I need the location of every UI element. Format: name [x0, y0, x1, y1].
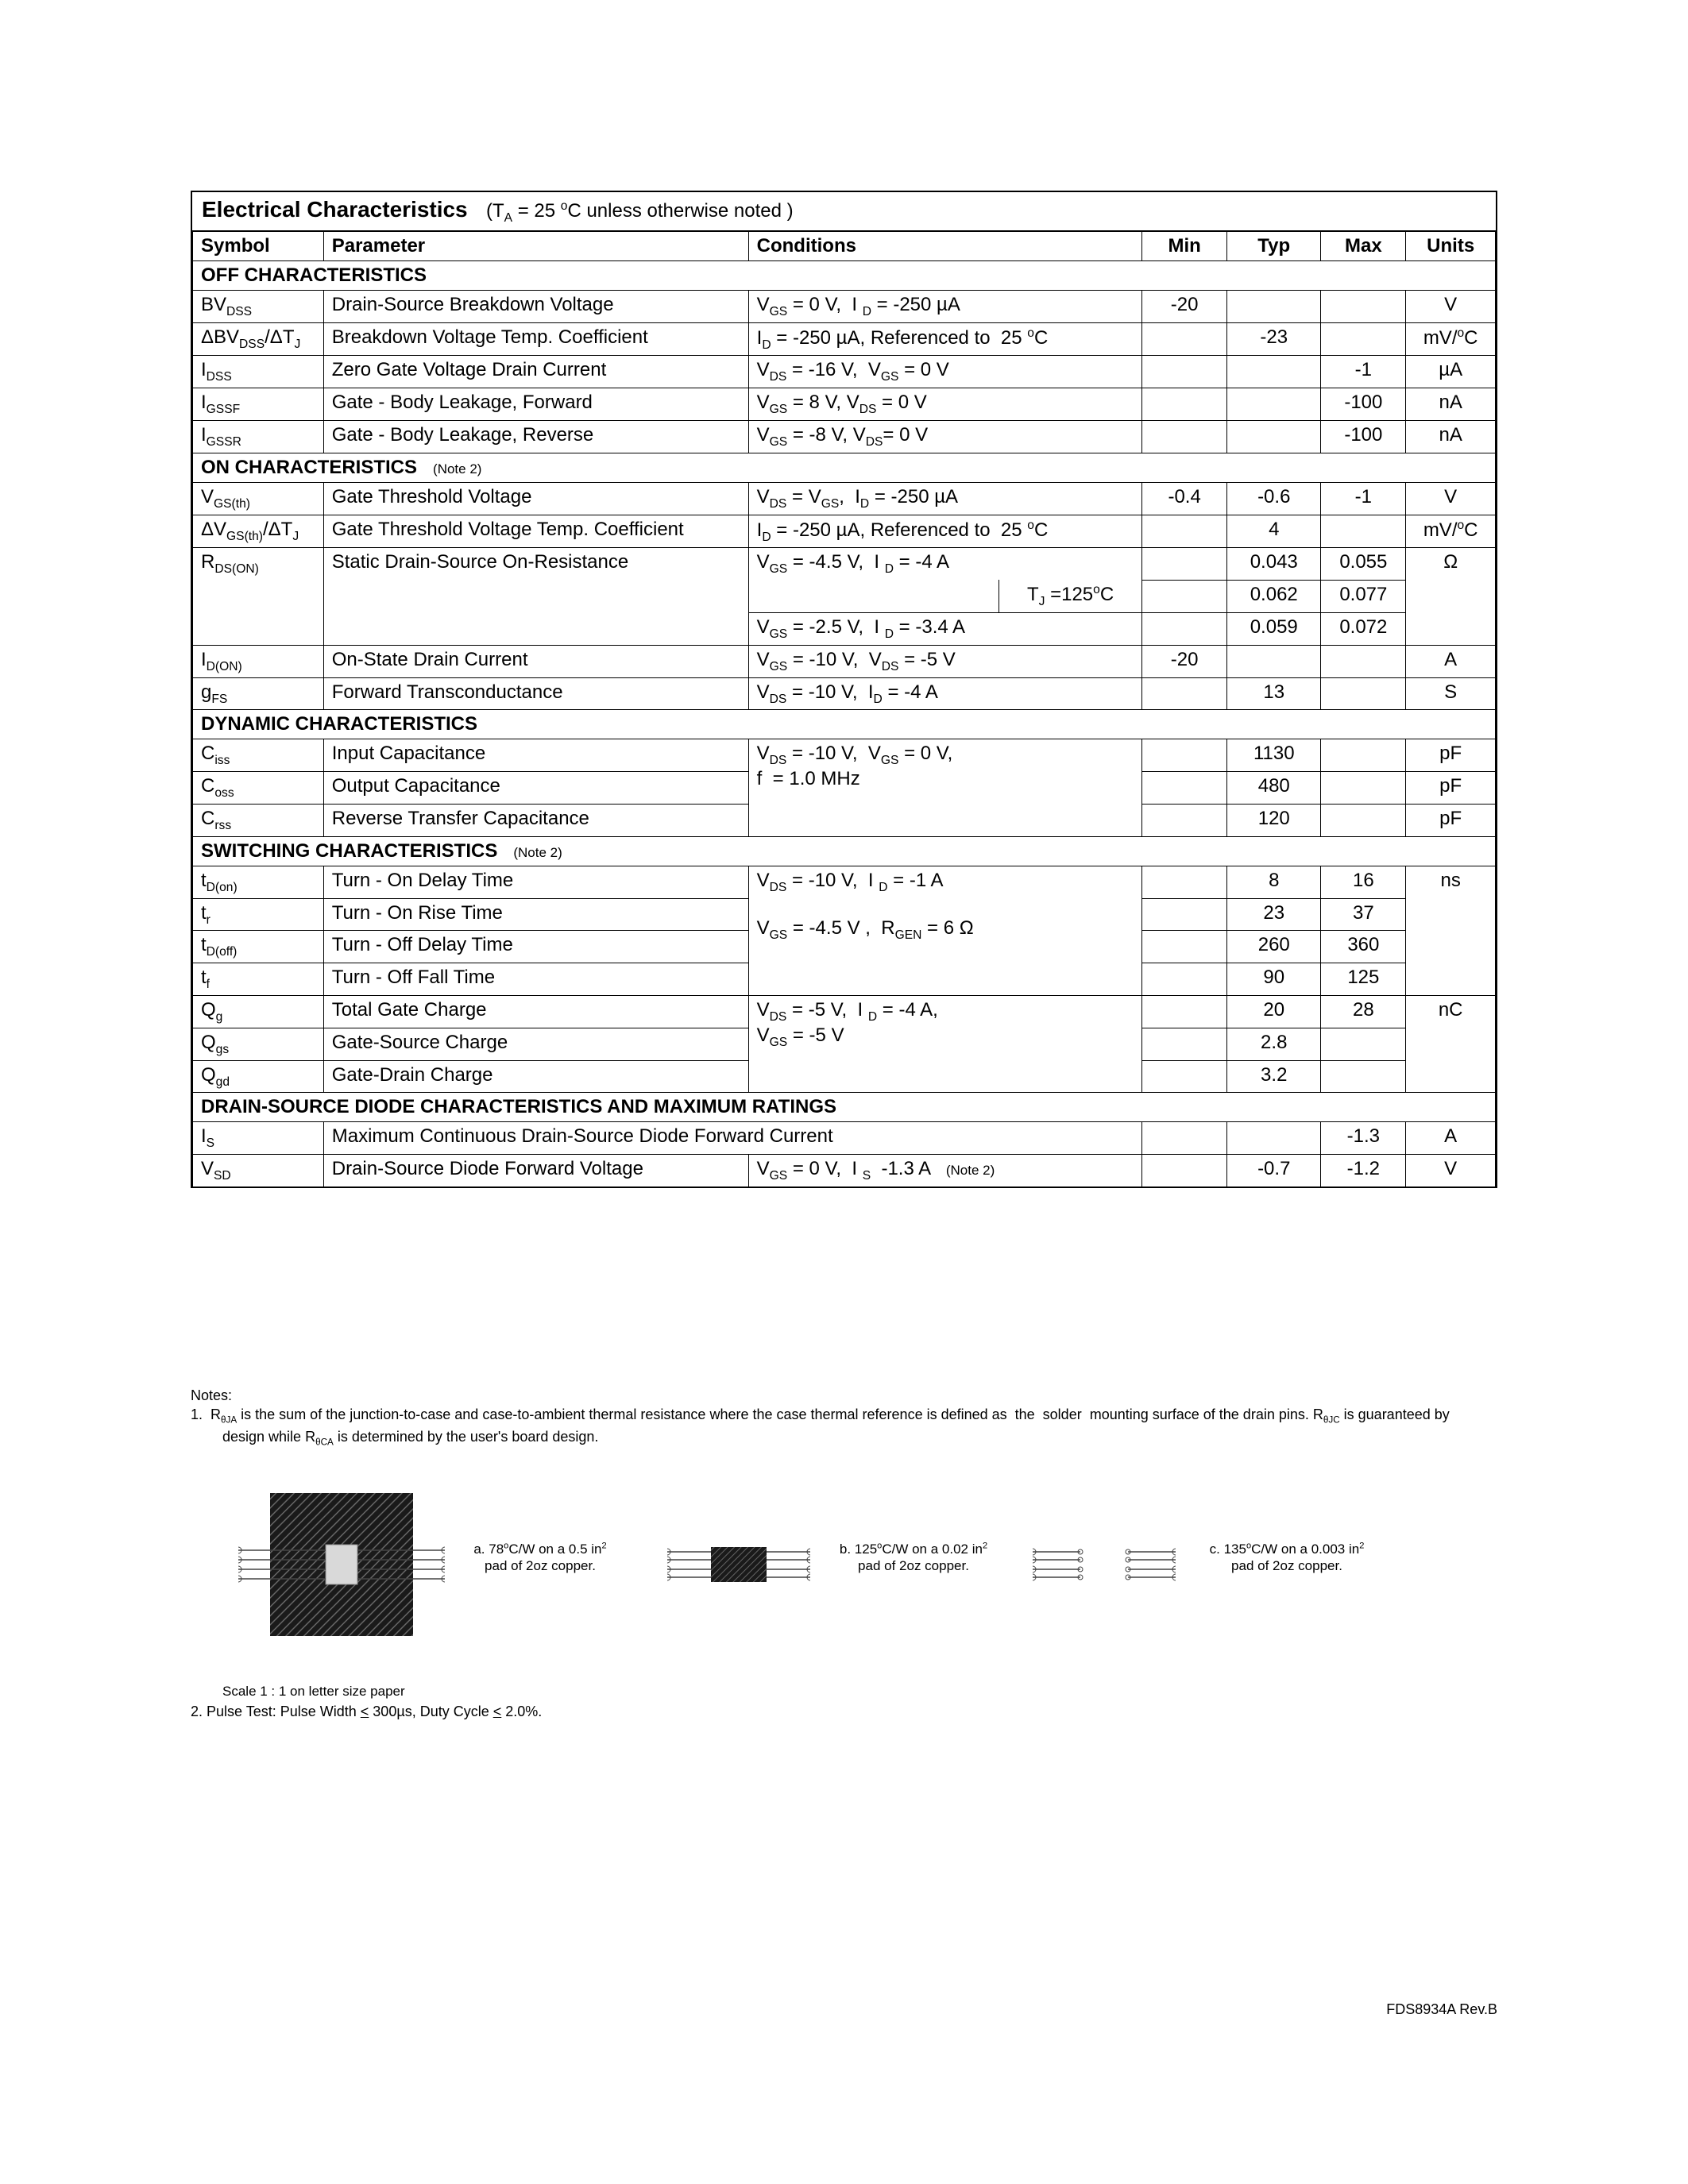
page-title-row: Electrical Characteristics (TA = 25 oC u…: [192, 192, 1496, 232]
title-condition: (TA = 25 oC unless otherwise noted ): [486, 200, 794, 222]
note-1-line1: 1. RθJA is the sum of the junction-to-ca…: [191, 1405, 1497, 1426]
spec-table: Symbol Parameter Conditions Min Typ Max …: [192, 232, 1496, 1187]
section-diode: DRAIN-SOURCE DIODE CHARACTERISTICS AND M…: [193, 1093, 1496, 1122]
section-off: OFF CHARACTERISTICS: [193, 260, 1496, 290]
scale-note: Scale 1 : 1 on letter size paper: [222, 1684, 405, 1700]
row-igssf: IGSSF Gate - Body Leakage, Forward VGS =…: [193, 388, 1496, 421]
thermal-diagrams: a. 78oC/W on a 0.5 in2pad of 2oz copper.: [207, 1485, 1493, 1684]
note-1-line2: design while RθCA is determined by the u…: [191, 1427, 1497, 1449]
row-vgsth: VGS(th) Gate Threshold Voltage VDS = VGS…: [193, 482, 1496, 515]
hdr-conditions: Conditions: [748, 232, 1141, 261]
diagram-a: [238, 1485, 445, 1644]
section-dynamic: DYNAMIC CHARACTERISTICS: [193, 710, 1496, 739]
notes-block: Notes: 1. RθJA is the sum of the junctio…: [191, 1386, 1497, 1449]
diagram-b: [667, 1533, 810, 1596]
hdr-parameter: Parameter: [323, 232, 748, 261]
chip-b-icon: [667, 1533, 810, 1596]
section-switching: SWITCHING CHARACTERISTICS (Note 2): [193, 836, 1496, 866]
section-on: ON CHARACTERISTICS (Note 2): [193, 453, 1496, 482]
chip-c-icon: [1033, 1533, 1176, 1596]
diagram-a-caption: a. 78oC/W on a 0.5 in2pad of 2oz copper.: [461, 1541, 620, 1575]
diagram-b-caption: b. 125oC/W on a 0.02 in2pad of 2oz coppe…: [826, 1541, 1001, 1575]
row-idon: ID(ON) On-State Drain Current VGS = -10 …: [193, 645, 1496, 677]
diagram-c-caption: c. 135oC/W on a 0.003 in2pad of 2oz copp…: [1192, 1541, 1382, 1575]
row-rdson-1: RDS(ON) Static Drain-Source On-Resistanc…: [193, 548, 1496, 580]
header-row: Symbol Parameter Conditions Min Typ Max …: [193, 232, 1496, 261]
chip-a-icon: [238, 1485, 445, 1644]
row-vsd: VSD Drain-Source Diode Forward Voltage V…: [193, 1155, 1496, 1187]
row-dvgsth: ΔVGS(th)/ΔTJ Gate Threshold Voltage Temp…: [193, 515, 1496, 548]
note-2: 2. Pulse Test: Pulse Width < 300µs, Duty…: [191, 1704, 542, 1720]
hdr-symbol: Symbol: [193, 232, 324, 261]
footer-rev: FDS8934A Rev.B: [1386, 2001, 1497, 2018]
row-dbvdss: ΔBVDSS/ΔTJ Breakdown Voltage Temp. Coeff…: [193, 322, 1496, 356]
datasheet-page: Electrical Characteristics (TA = 25 oC u…: [191, 191, 1497, 1188]
page-title: Electrical Characteristics: [202, 197, 468, 222]
notes-label: Notes:: [191, 1386, 1497, 1405]
row-tdon: tD(on) Turn - On Delay Time VDS = -10 V,…: [193, 866, 1496, 898]
row-is: IS Maximum Continuous Drain-Source Diode…: [193, 1122, 1496, 1155]
row-ciss: Ciss Input Capacitance VDS = -10 V, VGS …: [193, 739, 1496, 772]
hdr-units: Units: [1406, 232, 1496, 261]
row-igssr: IGSSR Gate - Body Leakage, Reverse VGS =…: [193, 420, 1496, 453]
hdr-max: Max: [1321, 232, 1406, 261]
row-qg: Qg Total Gate Charge VDS = -5 V, I D = -…: [193, 995, 1496, 1028]
hdr-min: Min: [1142, 232, 1227, 261]
row-gfs: gFS Forward Transconductance VDS = -10 V…: [193, 677, 1496, 710]
row-bvdss: BVDSS Drain-Source Breakdown Voltage VGS…: [193, 290, 1496, 322]
row-idss: IDSS Zero Gate Voltage Drain Current VDS…: [193, 356, 1496, 388]
diagram-c: [1033, 1533, 1176, 1596]
hdr-typ: Typ: [1227, 232, 1321, 261]
